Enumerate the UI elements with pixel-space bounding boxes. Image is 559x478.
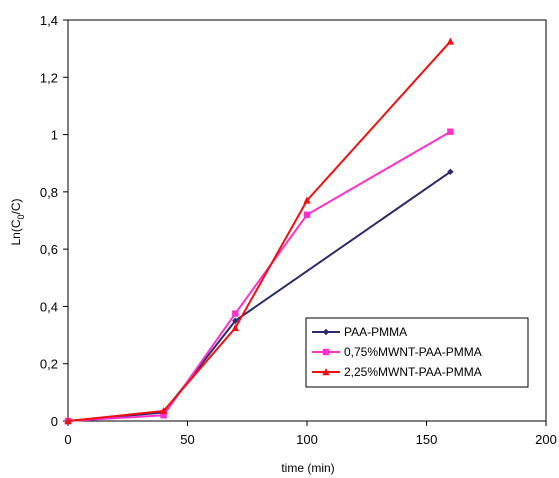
legend: PAA-PMMA 0,75%MWNT-PAA-PMMA 2,25%MWNT-PAA-…	[305, 317, 529, 388]
legend-label: 2,25%MWNT-PAA-PMMA	[344, 365, 482, 379]
legend-label: PAA-PMMA	[344, 325, 407, 339]
data-point-diamond	[322, 328, 330, 336]
data-point-triangle	[303, 196, 311, 204]
x-tick-label: 150	[416, 432, 438, 447]
y-tick-label: 0,2	[40, 357, 58, 372]
legend-item: 0,75%MWNT-PAA-PMMA	[312, 345, 482, 359]
data-point-square	[322, 348, 330, 356]
x-tick-label: 50	[180, 432, 194, 447]
y-tick-label: 1,4	[40, 13, 58, 28]
legend-item: 2,25%MWNT-PAA-PMMA	[312, 365, 482, 379]
y-tick-label: 0	[51, 414, 58, 429]
data-point-square	[303, 211, 311, 218]
y-axis-title-subscript: 0	[16, 214, 26, 219]
data-point-square	[232, 310, 239, 317]
data-point-square	[447, 128, 454, 135]
legend-item: PAA-PMMA	[312, 325, 407, 339]
y-tick-label: 1	[51, 128, 58, 143]
series-3	[64, 37, 455, 425]
x-tick-label: 200	[535, 432, 557, 447]
y-tick-label: 1,2	[40, 70, 58, 85]
x-tick-label: 0	[64, 432, 71, 447]
y-tick-label: 0,6	[40, 242, 58, 257]
x-axis-title: time (min)	[281, 461, 334, 475]
legend-label: 0,75%MWNT-PAA-PMMA	[344, 345, 482, 359]
y-tick-label: 0,4	[40, 299, 58, 314]
legend-box	[305, 317, 529, 388]
data-point-diamond	[232, 317, 239, 324]
y-axis-title-main: Ln(C	[9, 219, 23, 245]
data-point-triangle	[446, 37, 455, 45]
series-layer	[64, 37, 455, 425]
y-axis-title: Ln(C0/C)	[9, 198, 26, 245]
data-point-triangle	[322, 368, 330, 376]
x-tick-label: 100	[296, 432, 318, 447]
y-tick-label: 0,8	[40, 185, 58, 200]
data-point-square	[160, 412, 167, 419]
y-axis-title-tail: /C)	[9, 198, 23, 214]
data-point-triangle	[231, 323, 239, 332]
y-axis-ticks: 0 0,2 0,4 0,6 0,8 1 1,2 1,4	[40, 13, 68, 429]
data-point-diamond	[447, 168, 454, 176]
data-point-triangle	[159, 406, 168, 415]
x-axis-ticks: 0 50 100 150 200	[64, 421, 557, 447]
data-point-triangle	[64, 417, 72, 425]
